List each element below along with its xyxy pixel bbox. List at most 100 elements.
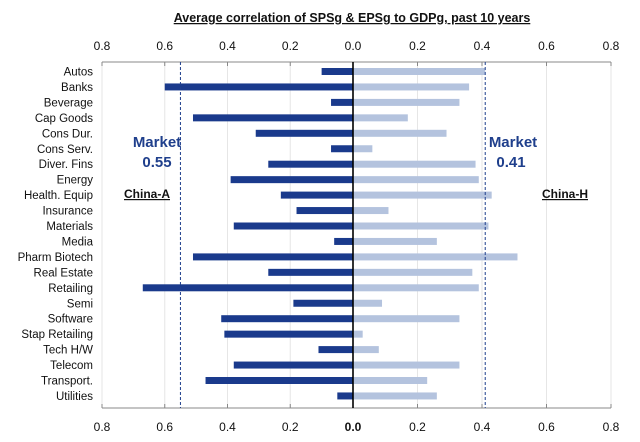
bar-china-h xyxy=(353,176,479,184)
market-label-right-value: 0.41 xyxy=(496,154,525,171)
top-tick-label: 0.0 xyxy=(345,39,362,53)
category-label: Materials xyxy=(46,221,93,233)
market-lines xyxy=(179,62,486,408)
bar-china-h xyxy=(353,315,460,323)
bar-china-h xyxy=(353,237,437,245)
category-label: Software xyxy=(48,314,93,326)
bar-china-a xyxy=(233,361,353,369)
bar-china-a xyxy=(205,377,353,384)
bar-china-a xyxy=(233,222,353,230)
bar-china-h xyxy=(353,160,476,168)
category-label: Cons Dur. xyxy=(42,128,93,140)
bottom-tick-label: 0.4 xyxy=(474,420,491,434)
bar-china-h xyxy=(353,361,460,369)
bottom-tick-label: 0.2 xyxy=(409,420,426,434)
category-label: Health. Equip xyxy=(24,190,93,202)
category-labels: Autos Banks Beverage Cap Goods Cons Dur. Cons… xyxy=(18,67,94,403)
category-label: Banks xyxy=(61,82,93,94)
bar-china-a xyxy=(142,284,353,292)
china-h-bars xyxy=(353,68,518,400)
bar-china-a xyxy=(224,330,353,338)
top-tick-label: 0.6 xyxy=(538,39,555,53)
bar-china-h xyxy=(353,284,479,292)
category-label: Cap Goods xyxy=(35,113,93,125)
category-label: Tech H/W xyxy=(43,345,93,357)
bar-china-a xyxy=(221,315,353,323)
bottom-tick-labels: 0.8 0.6 0.4 0.2 0.0 0.2 0.4 0.6 0.8 xyxy=(94,420,620,434)
bar-china-a xyxy=(280,191,353,199)
category-label: Beverage xyxy=(44,97,93,109)
category-label: Cons Serv. xyxy=(37,144,93,156)
bar-china-a xyxy=(296,207,353,215)
bar-china-a xyxy=(331,98,353,106)
market-label-left-line1: Market xyxy=(133,134,181,151)
chart-title: Average correlation of SPSg & EPSg to GD… xyxy=(174,11,531,25)
top-tick-label: 0.2 xyxy=(409,39,426,53)
market-label-right-line1: Market xyxy=(489,134,537,151)
bar-china-a xyxy=(230,176,353,184)
category-label: Real Estate xyxy=(34,267,93,279)
bottom-tick-label: 0.6 xyxy=(538,420,555,434)
bar-china-a xyxy=(164,83,353,91)
bar-china-h xyxy=(353,299,383,307)
category-label: Energy xyxy=(57,175,94,187)
category-label: Retailing xyxy=(48,283,93,295)
bar-china-a xyxy=(337,392,353,400)
category-label: Utilities xyxy=(56,391,93,403)
bar-china-h xyxy=(353,330,363,338)
top-tick-labels: 0.8 0.6 0.4 0.2 0.0 0.2 0.4 0.6 0.8 xyxy=(94,39,620,53)
bar-china-a xyxy=(192,253,353,261)
bar-china-a xyxy=(293,299,353,307)
bar-china-a xyxy=(268,268,353,276)
category-label: Insurance xyxy=(42,206,93,218)
bar-china-h xyxy=(353,377,428,384)
category-label: Autos xyxy=(64,67,94,79)
bar-china-a xyxy=(321,68,353,75)
bar-china-h xyxy=(353,98,460,106)
bar-china-a xyxy=(255,129,353,137)
bar-china-h xyxy=(353,253,518,261)
top-tick-label: 0.2 xyxy=(282,39,299,53)
category-label: Diver. Fins xyxy=(39,159,94,171)
bottom-tick-label: 0.8 xyxy=(603,420,620,434)
bar-china-h xyxy=(353,145,373,153)
bar-china-a xyxy=(331,145,353,153)
bar-china-h xyxy=(353,114,408,122)
bar-china-h xyxy=(353,346,379,354)
bar-china-a xyxy=(192,114,353,122)
bar-china-h xyxy=(353,392,437,400)
category-label: Semi xyxy=(67,298,93,310)
category-label: Media xyxy=(62,236,94,248)
top-tick-label: 0.8 xyxy=(603,39,620,53)
category-label: Pharm Biotech xyxy=(18,252,93,264)
series-label-china-h: China-H xyxy=(542,187,588,201)
gridlines xyxy=(101,62,612,408)
bar-china-h xyxy=(353,191,492,199)
bar-china-a xyxy=(318,346,353,354)
bar-china-h xyxy=(353,222,489,230)
bottom-tick-label: 0.6 xyxy=(156,420,173,434)
bar-china-h xyxy=(353,129,447,137)
bar-china-h xyxy=(353,68,486,75)
bottom-tick-label: 0.2 xyxy=(282,420,299,434)
bar-china-a xyxy=(268,160,353,168)
top-tick-label: 0.8 xyxy=(94,39,111,53)
category-label: Stap Retailing xyxy=(21,329,93,341)
bar-china-a xyxy=(334,237,353,245)
axes xyxy=(101,61,612,409)
top-tick-label: 0.4 xyxy=(219,39,236,53)
category-label: Transport. xyxy=(41,376,93,388)
top-tick-label: 0.6 xyxy=(156,39,173,53)
bar-china-h xyxy=(353,83,470,91)
market-label-left-value: 0.55 xyxy=(142,154,171,171)
china-a-bars xyxy=(142,68,353,400)
top-tick-label: 0.4 xyxy=(474,39,491,53)
bar-china-h xyxy=(353,207,389,215)
bottom-tick-label: 0.4 xyxy=(219,420,236,434)
series-label-china-a: China-A xyxy=(124,187,170,201)
bottom-tick-label: 0.8 xyxy=(94,420,111,434)
bottom-tick-label: 0.0 xyxy=(345,420,362,434)
category-label: Telecom xyxy=(50,360,93,372)
bar-china-h xyxy=(353,268,473,276)
